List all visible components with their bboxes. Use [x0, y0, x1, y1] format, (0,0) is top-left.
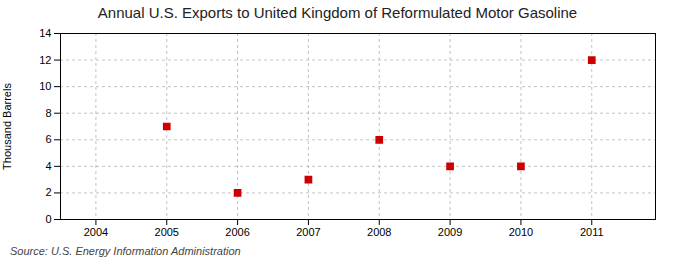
svg-text:2008: 2008 [367, 226, 391, 238]
svg-text:4: 4 [45, 160, 51, 172]
svg-text:2: 2 [45, 186, 51, 198]
svg-text:Thousand Barrels: Thousand Barrels [1, 83, 13, 170]
html-text:Annual U.S. Exports to United: Annual U.S. Exports to United Kingdom of… [97, 4, 578, 21]
svg-text:6: 6 [45, 133, 51, 145]
svg-text:2007: 2007 [296, 226, 320, 238]
html-text:Source: U.S. Energy Informatio: Source: U.S. Energy Information Administ… [10, 245, 241, 257]
svg-text:2009: 2009 [438, 226, 462, 238]
svg-text:2010: 2010 [509, 226, 533, 238]
svg-text:2011: 2011 [580, 226, 604, 238]
svg-text:14: 14 [39, 27, 51, 39]
svg-text:2005: 2005 [155, 226, 179, 238]
svg-text:12: 12 [39, 54, 51, 66]
svg-text:2006: 2006 [225, 226, 249, 238]
svg-text:0: 0 [45, 213, 51, 225]
svg-text:10: 10 [39, 80, 51, 92]
svg-text:2004: 2004 [84, 226, 108, 238]
svg-text:8: 8 [45, 107, 51, 119]
